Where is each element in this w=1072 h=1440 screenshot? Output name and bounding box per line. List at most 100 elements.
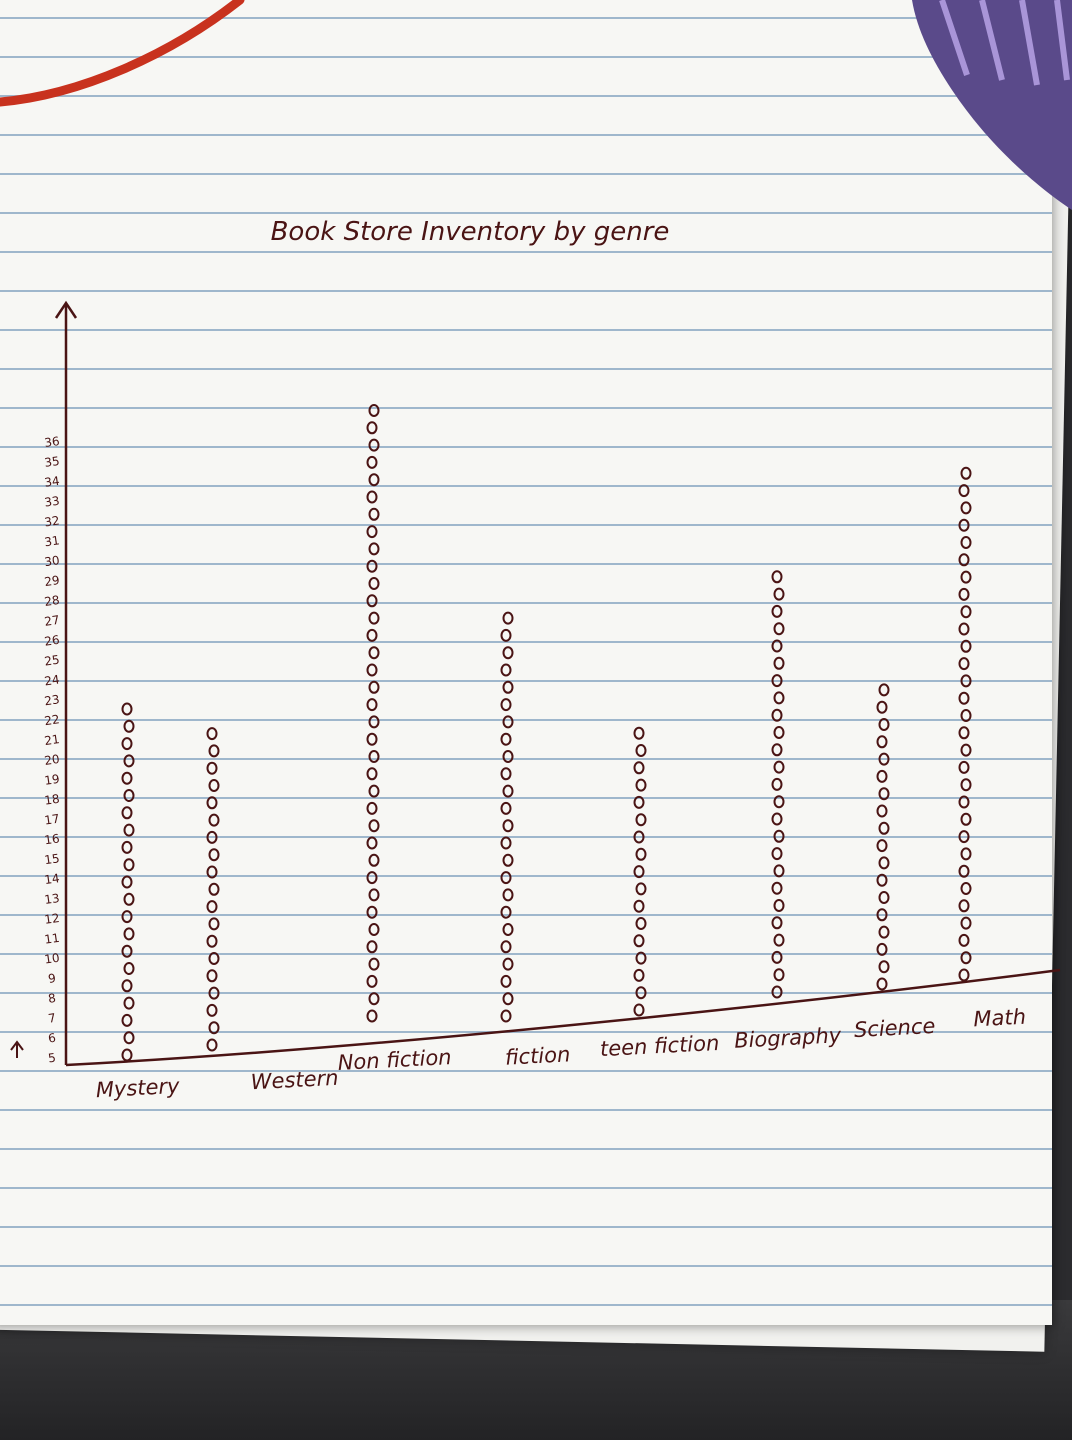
data-dot — [121, 944, 133, 958]
data-dot — [366, 732, 378, 746]
data-dot — [366, 974, 378, 988]
data-dot — [123, 927, 135, 941]
category-label: fiction — [504, 1042, 571, 1069]
data-dot — [876, 700, 888, 714]
data-dot — [502, 784, 514, 798]
data-dot — [958, 587, 970, 601]
data-dot — [635, 882, 647, 896]
data-dot — [121, 979, 133, 993]
data-dot — [773, 622, 785, 636]
data-dot — [366, 767, 378, 781]
data-dot — [960, 536, 972, 549]
y-tick-label: 30 — [43, 553, 60, 569]
data-dot — [773, 691, 785, 705]
data-dot — [500, 698, 512, 712]
data-dot — [633, 830, 645, 844]
data-dot — [633, 761, 645, 775]
y-tick-label: 19 — [43, 772, 60, 788]
y-tick-label: 31 — [43, 533, 60, 549]
data-dot — [366, 836, 378, 850]
chart-title: Book Store Inventory by genre — [271, 217, 670, 247]
data-dot — [771, 916, 783, 930]
data-dot — [121, 1013, 133, 1027]
data-dot — [960, 674, 972, 688]
data-dot — [635, 744, 647, 757]
data-dot — [123, 789, 135, 802]
data-dot — [635, 951, 647, 965]
data-dot — [502, 750, 514, 763]
small-arrow — [10, 1040, 24, 1058]
data-dot — [206, 1003, 218, 1017]
y-tick-label: 17 — [43, 812, 60, 828]
data-dot — [121, 1048, 133, 1062]
y-tick-label: 25 — [43, 653, 60, 669]
category-label: Biography — [734, 1023, 843, 1053]
data-dot — [123, 823, 135, 837]
y-tick-label: 27 — [43, 613, 60, 629]
data-dot — [206, 727, 218, 741]
data-dot — [633, 934, 645, 948]
data-dot — [771, 881, 783, 895]
data-dot — [958, 518, 970, 532]
y-tick-label: 29 — [43, 573, 60, 589]
data-dot — [500, 905, 512, 919]
data-dot — [958, 864, 970, 878]
data-dot — [366, 663, 378, 677]
data-dot — [500, 663, 512, 677]
y-tick-label: 22 — [43, 712, 60, 728]
y-tick-label: 12 — [43, 911, 60, 927]
data-dot — [121, 806, 133, 820]
data-dot — [960, 951, 972, 965]
data-dot — [773, 656, 785, 670]
data-dot — [206, 830, 218, 844]
data-dot — [773, 899, 785, 912]
data-dot — [366, 1009, 378, 1023]
data-dot — [960, 743, 972, 757]
data-dot — [878, 718, 890, 731]
data-dot — [960, 916, 972, 930]
data-dot — [208, 952, 220, 965]
y-tick-label: 21 — [43, 732, 60, 748]
y-tick-label: 13 — [43, 891, 60, 907]
y-tick-labels: 5 6 7 8 9 10 11 12 13 14 15 16 17 18 19 20 21 22 23 24 25 26 2… — [43, 434, 60, 1065]
data-dot — [366, 525, 378, 539]
data-dot — [960, 778, 972, 792]
y-tick-label: 28 — [43, 593, 60, 609]
data-dot — [366, 940, 378, 954]
data-dot — [121, 737, 133, 751]
data-dot — [773, 760, 785, 774]
data-dot — [771, 950, 783, 964]
x-axis — [65, 968, 1061, 1067]
data-dot — [958, 933, 970, 947]
data-dot — [123, 996, 135, 1010]
data-dot — [635, 778, 647, 792]
data-dot — [121, 771, 133, 785]
data-dot — [123, 754, 135, 768]
data-dot — [958, 830, 970, 844]
data-dot — [876, 873, 888, 887]
data-dot — [958, 657, 970, 671]
dot-column — [633, 726, 647, 1017]
dot-column — [958, 466, 972, 982]
data-dot — [958, 968, 970, 982]
data-dot — [773, 968, 785, 982]
data-dot — [368, 853, 380, 867]
data-dot — [502, 923, 514, 936]
data-dot — [502, 715, 514, 729]
data-dot — [633, 1003, 645, 1017]
data-dot — [500, 801, 512, 815]
data-dot — [366, 801, 378, 815]
data-dot — [500, 871, 512, 885]
data-dot — [502, 957, 514, 971]
data-dot — [366, 871, 378, 885]
data-dot — [368, 646, 380, 660]
data-dot — [366, 421, 378, 435]
data-dot — [208, 848, 220, 862]
data-dot — [123, 719, 135, 733]
category-label: Non fiction — [337, 1045, 452, 1075]
data-dot — [773, 795, 785, 809]
y-tick-label: 32 — [43, 513, 60, 529]
data-dot — [368, 577, 380, 590]
data-dot — [958, 484, 970, 498]
data-dot — [123, 1031, 135, 1045]
